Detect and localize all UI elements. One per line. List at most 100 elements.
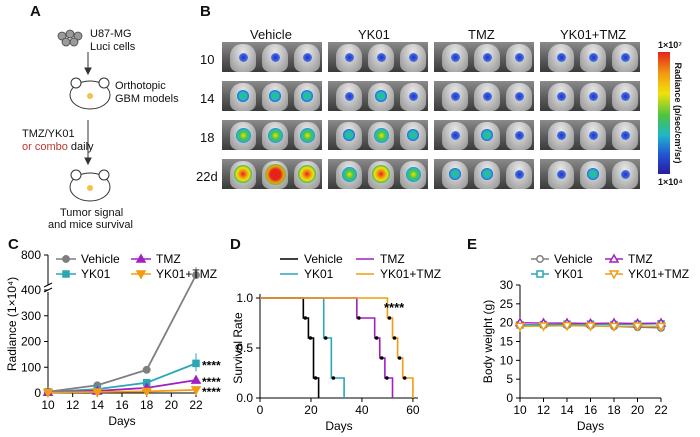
legend-label: YK01 bbox=[304, 267, 334, 281]
tumor-signal-spot bbox=[344, 52, 354, 62]
marker-tmz bbox=[608, 253, 620, 263]
y-tick-label: 0.0 bbox=[236, 391, 253, 405]
legend-label: Vehicle bbox=[554, 252, 593, 266]
censor-dot bbox=[308, 336, 313, 340]
marker-vehicle bbox=[536, 255, 544, 263]
image-tile bbox=[328, 159, 428, 189]
panel-letter-d: D bbox=[230, 236, 241, 253]
flow-arrow bbox=[84, 52, 92, 166]
tumor-signal-spot bbox=[267, 127, 283, 143]
censor-dot bbox=[331, 376, 336, 380]
marker-tmz bbox=[135, 253, 147, 263]
x-tick-label: 20 bbox=[631, 403, 645, 417]
model-label-1: Orthotopic bbox=[115, 80, 166, 92]
y-tick-label: 200 bbox=[21, 335, 41, 349]
image-tile bbox=[434, 120, 534, 150]
tumor-signal-spot bbox=[450, 52, 460, 62]
image-tile bbox=[434, 42, 534, 72]
row-label-14: 14 bbox=[200, 91, 215, 106]
series-line bbox=[47, 389, 197, 394]
image-tile bbox=[328, 42, 428, 72]
tumor-signal-spot bbox=[587, 168, 599, 180]
tumor-signal-spot bbox=[235, 127, 251, 143]
tumor-signal-spot bbox=[408, 52, 418, 62]
panel-letter-e: E bbox=[467, 236, 478, 253]
marker-combo bbox=[514, 322, 526, 332]
marker-vehicle bbox=[142, 365, 151, 374]
marker-combo bbox=[632, 322, 643, 332]
marker-combo bbox=[538, 322, 549, 332]
tumor-signal-spot bbox=[514, 52, 524, 62]
mouse-icon bbox=[69, 169, 111, 202]
tumor-signal-spot bbox=[270, 52, 280, 62]
tumor-signal-spot bbox=[373, 127, 389, 143]
image-tile bbox=[434, 81, 534, 111]
tumor-signal-spot bbox=[556, 52, 566, 62]
legend-label: TMZ bbox=[380, 252, 405, 266]
y-tick-label: 400 bbox=[21, 283, 41, 297]
survival-curve bbox=[260, 297, 320, 398]
legend-label: Vehicle bbox=[81, 252, 120, 266]
x-tick-label: 60 bbox=[406, 403, 420, 417]
significance-label: **** bbox=[202, 375, 221, 389]
tumor-signal-spot bbox=[449, 168, 461, 180]
y-tick-label: 30 bbox=[500, 278, 514, 292]
image-tile bbox=[434, 159, 534, 189]
tumor-signal-spot bbox=[450, 91, 460, 101]
tumor-signal-spot bbox=[405, 166, 421, 182]
tumor-signal-spot bbox=[588, 91, 598, 101]
tumor-signal-spot bbox=[514, 169, 524, 179]
daily-label: daily bbox=[67, 141, 94, 153]
survival-curve bbox=[260, 297, 394, 398]
marker-combo bbox=[42, 388, 54, 398]
y-tick-label: 800 bbox=[21, 250, 41, 262]
tumor-signal-spot bbox=[481, 168, 493, 180]
x-tick-label: 14 bbox=[560, 403, 574, 417]
y-tick-label: 0 bbox=[34, 386, 41, 400]
image-tile bbox=[222, 42, 322, 72]
x-axis-label: Days bbox=[577, 419, 604, 433]
x-axis-label: Days bbox=[325, 419, 352, 433]
x-tick-label: 20 bbox=[304, 403, 318, 417]
x-tick-label: 10 bbox=[41, 398, 55, 412]
panel-letter-c: C bbox=[8, 236, 19, 253]
tumor-signal-spot bbox=[556, 91, 566, 101]
y-tick-label: 100 bbox=[21, 360, 41, 374]
tumor-signal-spot bbox=[376, 52, 386, 62]
colorbar-max-label: 1×10⁷ bbox=[658, 40, 682, 50]
marker-combo bbox=[608, 322, 620, 332]
tumor-signal-spot bbox=[556, 169, 566, 179]
marker-combo bbox=[585, 322, 596, 332]
significance-label: **** bbox=[202, 358, 221, 372]
tumor-signal-spot bbox=[620, 169, 630, 179]
row-label-18: 18 bbox=[200, 130, 215, 145]
outcome-label-1: Tumor signal bbox=[60, 207, 124, 219]
row-label-22d: 22d bbox=[196, 169, 218, 184]
tumor-signal-spot bbox=[343, 129, 355, 141]
x-tick-label: 16 bbox=[115, 398, 129, 412]
tumor-signal-spot bbox=[556, 130, 566, 140]
cell-line-label: U87-MG bbox=[90, 28, 132, 40]
tumor-signal-spot bbox=[588, 52, 598, 62]
x-tick-label: 18 bbox=[607, 403, 621, 417]
marker-combo bbox=[92, 388, 103, 398]
censor-dot bbox=[303, 316, 308, 320]
marker-tmz bbox=[190, 374, 202, 384]
marker-combo bbox=[561, 321, 573, 332]
legend-label: TMZ bbox=[628, 252, 653, 266]
x-tick-label: 12 bbox=[66, 398, 80, 412]
tumor-signal-spot bbox=[269, 90, 281, 102]
marker-combo bbox=[655, 322, 667, 332]
colorbar-min-label: 1×10⁴ bbox=[658, 177, 683, 187]
tumor-signal-spot bbox=[298, 165, 316, 183]
censor-dot bbox=[357, 316, 361, 320]
image-tile bbox=[540, 81, 640, 111]
censor-dot bbox=[385, 376, 389, 380]
x-tick-label: 20 bbox=[165, 398, 179, 412]
radiance-colorbar bbox=[658, 52, 670, 174]
marker-combo bbox=[190, 386, 202, 396]
tumor-signal-spot bbox=[375, 90, 387, 102]
tumor-signal-spot bbox=[344, 91, 354, 101]
y-tick-label: 25 bbox=[500, 297, 514, 311]
tumor-signal-spot bbox=[302, 52, 312, 62]
